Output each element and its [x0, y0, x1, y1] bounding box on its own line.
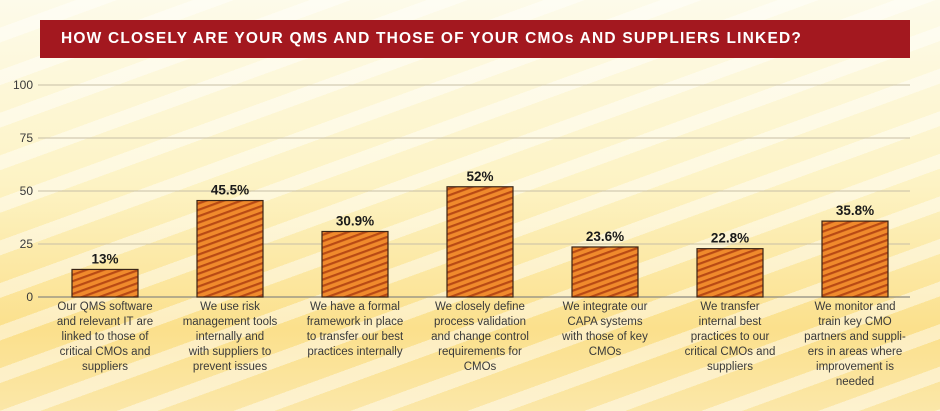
category-label-line: CMOs	[588, 346, 622, 358]
category-label: We closely define process validation and c…	[411, 300, 549, 375]
category-label-line: needed	[835, 376, 875, 388]
category-label-line: suppliers	[81, 361, 129, 373]
category-label-line: CAPA systems	[567, 316, 643, 328]
category-label-line: linked to those of	[61, 331, 149, 343]
category-label-line: requirements for	[438, 346, 522, 358]
bar	[446, 186, 514, 298]
data-label: 13%	[91, 251, 118, 266]
category-label-line: We transfer	[700, 301, 760, 313]
chart-title: HOW CLOSELY ARE YOUR QMS AND THOSE OF YO…	[40, 20, 910, 58]
data-label: 52%	[466, 169, 493, 184]
category-label-line: partners and suppli-	[804, 331, 906, 343]
category-label-line: with suppliers to	[188, 346, 272, 358]
category-label-line: We have a formal	[310, 301, 400, 313]
data-label: 35.8%	[836, 203, 874, 218]
data-label: 45.5%	[211, 183, 249, 198]
category-label-line: We closely define	[435, 301, 525, 313]
bar	[71, 268, 139, 298]
y-tick-label: 25	[20, 237, 34, 251]
bar	[196, 199, 264, 298]
data-label: 23.6%	[586, 229, 624, 244]
category-label-line: internal best	[698, 316, 762, 328]
data-label: 30.9%	[336, 213, 374, 228]
category-label-line: We monitor and	[814, 301, 896, 313]
category-label-line: to transfer our best	[306, 331, 404, 343]
category-label: We use risk management tools internally an…	[161, 300, 299, 375]
category-label-line: practices to our	[690, 331, 770, 343]
y-tick-label: 75	[20, 131, 34, 145]
category-label-line: We use risk	[200, 301, 260, 313]
category-label: We monitor and train key CMO partners and …	[786, 300, 924, 390]
category-label-line: critical CMOs and	[684, 346, 776, 358]
category-label-line: and change control	[431, 331, 529, 343]
category-label-line: practices internally	[307, 346, 403, 358]
category-label-line: process validation	[433, 316, 527, 328]
data-label: 22.8%	[711, 231, 749, 246]
category-label-line: Our QMS software	[57, 301, 153, 313]
category-label-line: CMOs	[463, 361, 497, 373]
category-label-line: critical CMOs and	[59, 346, 151, 358]
category-label-line: improvement is	[816, 361, 894, 373]
y-tick-label: 0	[26, 290, 33, 304]
category-label: We integrate our CAPA systems with those o…	[536, 300, 674, 360]
bar	[696, 248, 764, 298]
category-label: We have a formal framework in place to tra…	[286, 300, 424, 360]
bar	[821, 220, 889, 298]
bar	[571, 246, 639, 298]
category-label-line: train key CMO	[818, 316, 892, 328]
category-label: We transfer internal best practices to our…	[661, 300, 799, 375]
category-label-line: ers in areas where	[807, 346, 903, 358]
category-label-line: management tools	[182, 316, 278, 328]
category-label-line: suppliers	[706, 361, 754, 373]
category-label: Our QMS software and relevant IT are linke…	[36, 300, 174, 375]
category-label-line: with those of key	[562, 331, 648, 343]
y-tick-label: 50	[20, 184, 34, 198]
category-label-line: We integrate our	[562, 301, 648, 313]
category-label-line: internally and	[195, 331, 265, 343]
category-label-line: framework in place	[306, 316, 404, 328]
y-tick-label: 100	[13, 78, 33, 92]
category-label-line: prevent issues	[192, 361, 268, 373]
bar	[321, 230, 389, 298]
category-label-line: and relevant IT are	[56, 316, 154, 328]
